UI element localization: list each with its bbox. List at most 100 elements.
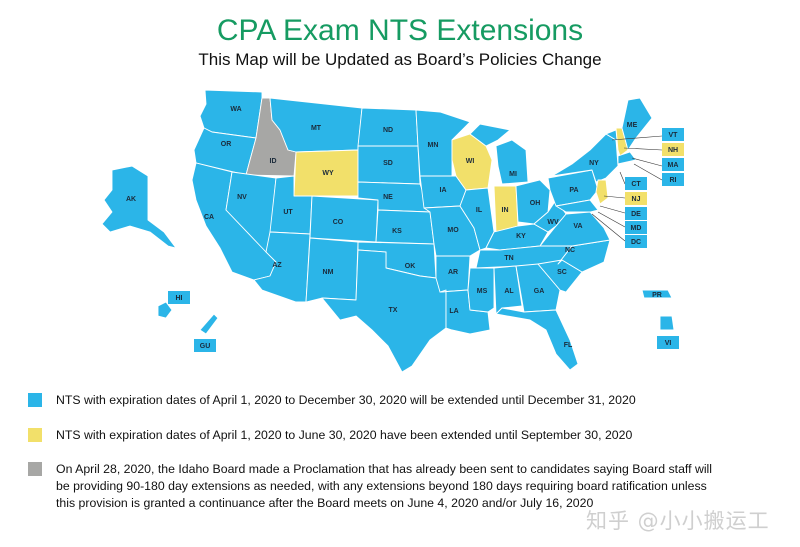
label-NY: NY <box>589 160 599 167</box>
label-SD: SD <box>383 160 393 167</box>
state-SC[interactable] <box>537 259 583 293</box>
label-FL: FL <box>564 342 573 349</box>
label-IN: IN <box>502 207 509 214</box>
label-OH: OH <box>530 200 541 207</box>
label-box-DC <box>625 235 647 248</box>
legend-text-gray: On April 28, 2020, the Idaho Board made … <box>56 462 713 510</box>
territory-GU[interactable] <box>199 313 219 335</box>
label-box-MD <box>625 221 647 234</box>
label-CT: CT <box>631 181 641 188</box>
state-AL[interactable] <box>493 265 523 315</box>
label-VT: VT <box>669 132 679 139</box>
legend-item-gray: On April 28, 2020, the Idaho Board made … <box>28 461 718 512</box>
state-NH[interactable] <box>615 127 629 157</box>
label-box-MA <box>662 158 684 171</box>
label-GA: GA <box>534 288 545 295</box>
state-NJ[interactable] <box>595 179 609 205</box>
label-AZ: AZ <box>272 262 282 269</box>
label-MT: MT <box>311 125 322 132</box>
label-KS: KS <box>392 228 402 235</box>
label-box-DE <box>625 207 647 220</box>
state-FL[interactable] <box>495 307 579 371</box>
label-TX: TX <box>389 307 398 314</box>
label-HI: HI <box>176 295 183 302</box>
territory-HI[interactable] <box>157 301 173 319</box>
label-AR: AR <box>448 269 458 276</box>
label-MA: MA <box>668 162 679 169</box>
label-LA: LA <box>449 308 458 315</box>
label-NE: NE <box>383 194 393 201</box>
label-AL: AL <box>504 288 514 295</box>
state-TX[interactable] <box>321 249 447 373</box>
label-WY: WY <box>322 170 334 177</box>
territory-VI[interactable] <box>659 315 675 331</box>
label-VI: VI <box>665 340 672 347</box>
state-MD[interactable] <box>555 199 599 213</box>
label-NH: NH <box>668 147 678 154</box>
legend-swatch-blue <box>28 393 42 407</box>
label-NM: NM <box>323 269 334 276</box>
legend-text-yellow: NTS with expiration dates of April 1, 20… <box>56 428 633 442</box>
state-AK[interactable] <box>101 165 177 249</box>
legend-item-yellow: NTS with expiration dates of April 1, 20… <box>28 427 768 444</box>
label-box-VI <box>657 336 679 349</box>
label-WI: WI <box>466 158 475 165</box>
legend-text-blue: NTS with expiration dates of April 1, 20… <box>56 393 636 407</box>
label-UT: UT <box>283 209 293 216</box>
state-KS[interactable] <box>375 209 435 245</box>
legend-swatch-yellow <box>28 428 42 442</box>
label-GU: GU <box>200 343 211 350</box>
label-IL: IL <box>476 207 483 214</box>
label-NV: NV <box>237 194 247 201</box>
label-box-HI <box>168 291 190 304</box>
label-WV: WV <box>547 219 559 226</box>
label-NJ: NJ <box>632 196 641 203</box>
label-box-NH <box>662 143 684 156</box>
label-OK: OK <box>405 263 416 270</box>
label-MO: MO <box>447 227 459 234</box>
label-TN: TN <box>504 255 513 262</box>
label-WA: WA <box>230 106 241 113</box>
label-MD: MD <box>631 225 642 232</box>
state-MI[interactable] <box>495 139 529 185</box>
label-MI: MI <box>509 171 517 178</box>
label-ND: ND <box>383 127 393 134</box>
us-map: WA OR CA ID NV MT WY UT AZ CO NM ND SD N… <box>101 89 684 373</box>
label-MS: MS <box>477 288 488 295</box>
label-NC: NC <box>565 247 575 254</box>
label-KY: KY <box>516 233 526 240</box>
state-CO[interactable] <box>309 195 379 243</box>
legend-swatch-gray <box>28 462 42 476</box>
label-VA: VA <box>573 223 582 230</box>
page-subtitle: This Map will be Updated as Board’s Poli… <box>198 50 602 69</box>
state-NY[interactable] <box>551 133 619 183</box>
label-DE: DE <box>631 211 641 218</box>
label-RI: RI <box>670 177 677 184</box>
label-box-VT <box>662 128 684 141</box>
state-MI-upper[interactable] <box>469 123 511 147</box>
label-CO: CO <box>333 219 344 226</box>
label-PA: PA <box>569 187 578 194</box>
label-MN: MN <box>428 142 439 149</box>
state-WV[interactable] <box>533 199 567 233</box>
label-OR: OR <box>221 141 232 148</box>
watermark: 知乎 @小小搬运工 <box>586 509 770 533</box>
label-ME: ME <box>627 122 638 129</box>
territory-PR[interactable] <box>641 289 673 299</box>
state-MA[interactable] <box>617 151 637 165</box>
state-GA[interactable] <box>515 263 561 313</box>
state-IL[interactable] <box>459 187 495 251</box>
label-IA: IA <box>440 187 447 194</box>
page-title: CPA Exam NTS Extensions <box>216 14 584 47</box>
label-box-RI <box>662 173 684 186</box>
label-AK: AK <box>126 196 136 203</box>
label-box-CT <box>625 177 647 190</box>
label-box-NJ <box>625 192 647 205</box>
label-SC: SC <box>557 269 567 276</box>
state-ME[interactable] <box>621 97 653 151</box>
label-DC: DC <box>631 239 641 246</box>
label-box-GU <box>194 339 216 352</box>
label-PR: PR <box>652 292 662 299</box>
label-ID: ID <box>270 158 277 165</box>
legend-item-blue: NTS with expiration dates of April 1, 20… <box>28 392 768 409</box>
